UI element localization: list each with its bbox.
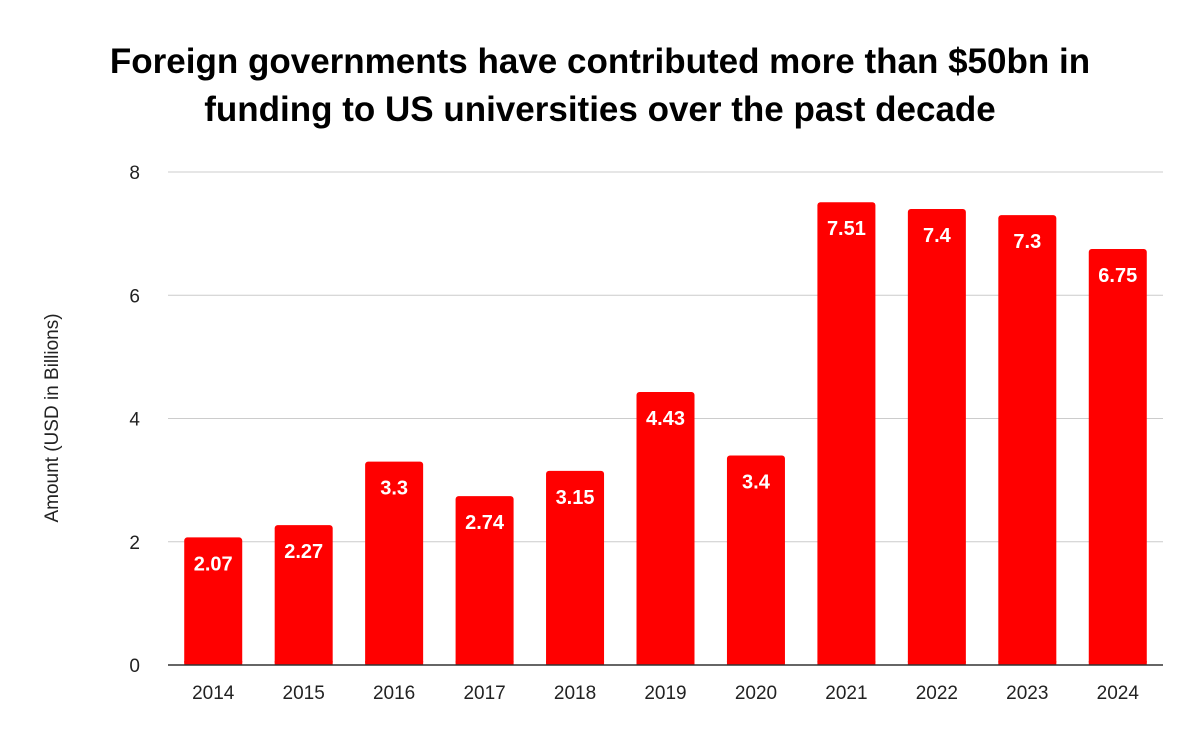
data-label: 3.4 bbox=[742, 471, 771, 493]
bar-base bbox=[546, 661, 605, 665]
x-tick-label: 2021 bbox=[825, 683, 867, 704]
bar-base bbox=[184, 661, 243, 665]
data-label: 7.3 bbox=[1013, 231, 1041, 253]
bar-base bbox=[998, 661, 1057, 665]
data-label: 2.07 bbox=[194, 553, 233, 575]
bar bbox=[636, 392, 695, 665]
bar bbox=[365, 461, 424, 665]
x-tick-label: 2024 bbox=[1097, 683, 1140, 704]
bar bbox=[907, 208, 966, 665]
y-axis-label: Amount (USD in Billions) bbox=[42, 313, 63, 522]
y-tick-label: 6 bbox=[129, 286, 140, 307]
y-tick-label: 0 bbox=[129, 656, 140, 677]
data-label: 6.75 bbox=[1098, 265, 1137, 287]
bars bbox=[184, 202, 1147, 666]
y-tick-label: 4 bbox=[129, 410, 140, 431]
bar-base bbox=[1088, 661, 1147, 665]
bar-base bbox=[907, 661, 966, 665]
axes: 0 2 4 6 8 2014 2015 2016 2017 2018 2019 2020 2021 202… bbox=[129, 163, 1163, 704]
bar bbox=[274, 525, 333, 665]
data-labels: 2.07 2.27 3.3 2.74 3.15 4.43 3.4 7.51 7.4 7.3 6.75 bbox=[194, 218, 1137, 575]
bar bbox=[998, 215, 1057, 665]
x-tick-label: 2018 bbox=[554, 683, 596, 704]
data-label: 7.51 bbox=[827, 218, 866, 240]
data-label: 2.74 bbox=[465, 512, 505, 534]
x-tick-label: 2014 bbox=[192, 683, 235, 704]
bar bbox=[726, 455, 785, 665]
bar-base bbox=[817, 661, 876, 665]
data-label: 3.15 bbox=[556, 487, 595, 509]
x-tick-label: 2017 bbox=[463, 683, 505, 704]
x-tick-label: 2022 bbox=[916, 683, 958, 704]
x-tick-label: 2016 bbox=[373, 683, 415, 704]
bar-base bbox=[365, 661, 424, 665]
x-tick-label: 2015 bbox=[283, 683, 325, 704]
chart-title-line-1: Foreign governments have contributed mor… bbox=[109, 42, 1091, 81]
x-tick-label: 2023 bbox=[1006, 683, 1048, 704]
data-label: 7.4 bbox=[923, 225, 952, 247]
chart-title: Foreign governments have contributed mor… bbox=[0, 38, 1200, 134]
x-tick-label: 2019 bbox=[644, 683, 686, 704]
bar bbox=[184, 537, 243, 665]
data-label: 4.43 bbox=[646, 408, 685, 430]
x-tick-label: 2020 bbox=[735, 683, 777, 704]
bar-base bbox=[636, 661, 695, 665]
bar bbox=[455, 496, 514, 665]
bar-base bbox=[274, 661, 333, 665]
data-label: 2.27 bbox=[284, 541, 323, 563]
y-tick-label: 8 bbox=[129, 163, 140, 184]
bar bbox=[546, 470, 605, 665]
chart-title-line-2: funding to US universities over the past… bbox=[204, 90, 996, 129]
data-label: 3.3 bbox=[380, 478, 408, 500]
y-tick-label: 2 bbox=[129, 533, 140, 554]
bar bbox=[1088, 249, 1147, 665]
bar bbox=[817, 202, 876, 666]
bar-base bbox=[726, 661, 785, 665]
bar-base bbox=[455, 661, 514, 665]
